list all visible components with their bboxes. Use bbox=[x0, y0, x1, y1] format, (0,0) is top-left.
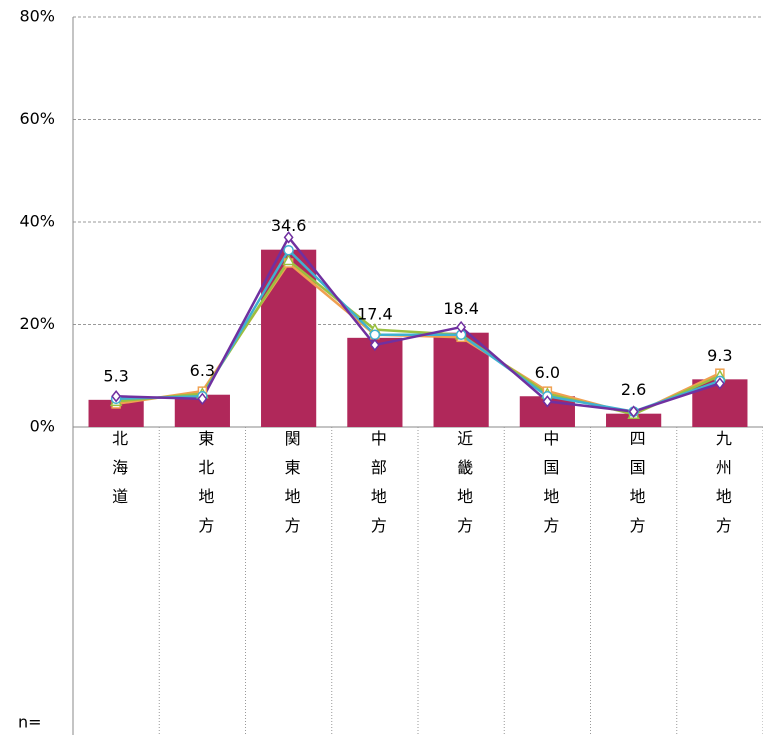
x-tick-label: 四国地方 bbox=[626, 430, 646, 546]
marker bbox=[282, 253, 295, 266]
marker bbox=[542, 395, 553, 408]
value-label: 5.3 bbox=[103, 366, 128, 385]
y-tick-label: 40% bbox=[19, 212, 55, 231]
value-label: 18.4 bbox=[443, 299, 479, 318]
x-tick-label: 近畿地方 bbox=[454, 430, 474, 546]
value-label: 6.0 bbox=[535, 363, 560, 382]
marker bbox=[369, 329, 381, 340]
x-tick-label: 中国地方 bbox=[540, 430, 560, 546]
value-label: 2.6 bbox=[621, 380, 646, 399]
marker bbox=[456, 320, 467, 334]
n-label: n= bbox=[18, 713, 42, 732]
marker bbox=[283, 244, 294, 256]
marker bbox=[111, 390, 122, 403]
value-label: 6.3 bbox=[190, 361, 215, 380]
marker bbox=[197, 392, 208, 406]
value-label: 9.3 bbox=[707, 346, 732, 365]
x-tick-label: 九州地方 bbox=[712, 430, 732, 546]
marker bbox=[369, 338, 380, 352]
bar bbox=[606, 413, 662, 427]
y-tick-label: 0% bbox=[30, 417, 55, 436]
x-tick-label: 関東地方 bbox=[281, 430, 301, 546]
marker bbox=[283, 231, 294, 244]
value-label: 34.6 bbox=[271, 216, 307, 235]
y-tick-label: 60% bbox=[19, 109, 55, 128]
x-tick-label: 東北地方 bbox=[195, 430, 215, 546]
bar bbox=[347, 337, 403, 427]
x-tick-label: 中部地方 bbox=[367, 430, 387, 546]
x-tick-label: 北海道 bbox=[109, 430, 129, 517]
marker bbox=[714, 377, 725, 390]
y-tick-label: 20% bbox=[19, 314, 55, 333]
marker bbox=[628, 405, 639, 418]
line bbox=[116, 235, 721, 413]
value-label: 17.4 bbox=[357, 304, 393, 323]
y-tick-label: 80% bbox=[19, 7, 55, 26]
